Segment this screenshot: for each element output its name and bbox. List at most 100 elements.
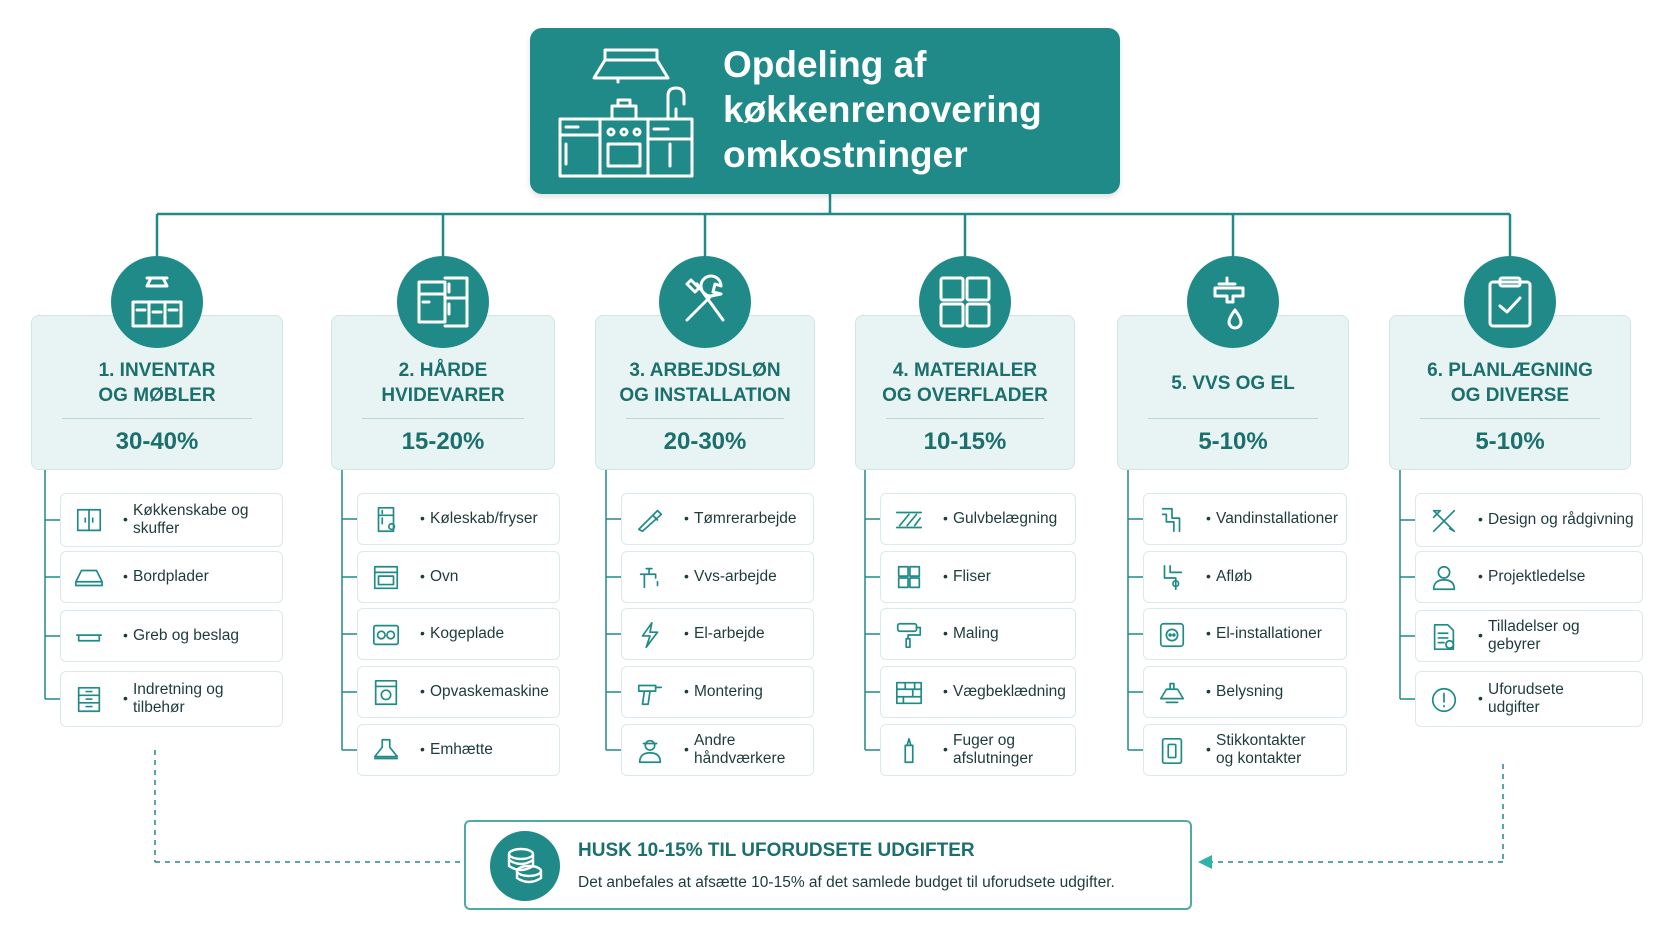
cost-item: • Vvs-arbejde: [621, 551, 814, 603]
bullet: •: [684, 625, 689, 641]
reminder-title: HUSK 10-15% TIL UFORUDSETE UDGIFTER: [578, 840, 975, 861]
cost-item: • Design og rådgivning: [1415, 493, 1643, 547]
tiles-icon: [919, 256, 1011, 348]
coins-icon: [490, 831, 560, 901]
title-box: Opdeling af køkkenrenovering omkostninge…: [530, 28, 1120, 194]
bricks-icon: [895, 681, 923, 705]
bullet: •: [943, 741, 948, 757]
category-title: 6. PLANLÆGNING OG DIVERSE: [1427, 360, 1593, 406]
cost-item: • Ovn: [357, 551, 560, 603]
cost-item-label: Opvaskemaskine: [430, 683, 549, 700]
cost-item: • Bordplader: [60, 551, 283, 603]
category-title: 1. INVENTAR OG MØBLER: [98, 360, 216, 406]
cost-item-label: Stikkontakter og kontakter: [1216, 732, 1306, 767]
tap-drop-icon: [1187, 256, 1279, 348]
dishwasher-icon: [374, 679, 398, 706]
category-divider: [1420, 418, 1600, 419]
category-title: 3. ARBEJDSLØN OG INSTALLATION: [619, 360, 791, 406]
cost-item-label: Gulvbelægning: [953, 510, 1058, 527]
appliances-icon: [397, 256, 489, 348]
tile-pattern-icon: [897, 565, 921, 589]
bullet: •: [943, 568, 948, 584]
pipe-icon: [1161, 507, 1181, 533]
cost-item-label: Bordplader: [133, 568, 209, 585]
outlet-icon: [1159, 622, 1185, 648]
cost-item-label: Maling: [953, 625, 999, 642]
bullet: •: [684, 568, 689, 584]
category-card: 4. MATERIALER OG OVERFLADER 10-15%: [855, 315, 1075, 470]
bullet: •: [1206, 568, 1211, 584]
cost-item: • Indretning og tilbehør: [60, 671, 283, 727]
tools-icon: [659, 256, 751, 348]
bullet: •: [1206, 741, 1211, 757]
bullet: •: [420, 568, 425, 584]
lightning-icon: [641, 621, 659, 649]
cost-item-label: Fliser: [953, 568, 991, 585]
design-tools-icon: [1432, 509, 1456, 533]
category-percentage: 5-10%: [1198, 428, 1268, 455]
cost-item: • Stikkontakter og kontakter: [1143, 724, 1347, 776]
cost-item-label: Andre håndværkere: [694, 732, 786, 767]
reminder-box: HUSK 10-15% TIL UFORUDSETE UDGIFTER Det …: [464, 820, 1192, 910]
cost-item-label: Design og rådgivning: [1488, 511, 1634, 528]
cost-item-label: Tømrerarbejde: [694, 510, 797, 527]
bullet: •: [1206, 683, 1211, 699]
bullet: •: [943, 683, 948, 699]
bullet: •: [1478, 511, 1483, 527]
category-percentage: 10-15%: [923, 428, 1007, 455]
category-divider: [626, 418, 784, 419]
cost-item: • Uforudsete udgifter: [1415, 671, 1643, 727]
cost-item: • Køleskab/fryser: [357, 493, 560, 545]
category-title: 4. MATERIALER OG OVERFLADER: [882, 360, 1048, 406]
bullet: •: [943, 510, 948, 526]
drain-icon: [1163, 564, 1183, 591]
category-divider: [1148, 418, 1318, 419]
oven-icon: [373, 565, 399, 590]
drill-icon: [637, 684, 663, 706]
cost-item: • Greb og beslag: [60, 610, 283, 662]
paint-roller-icon: [896, 622, 922, 649]
cost-item: • Projektledelse: [1415, 551, 1643, 603]
bullet: •: [684, 510, 689, 526]
cost-item: • Kogeplade: [357, 608, 560, 660]
document-icon: [1433, 623, 1455, 651]
cost-item-label: Ovn: [430, 568, 459, 585]
cost-item-label: Fuger og afslutninger: [953, 732, 1034, 767]
kitchen-icon: [111, 256, 203, 348]
bullet: •: [123, 568, 128, 584]
cabinet-icon: [76, 508, 102, 532]
category-percentage: 30-40%: [115, 428, 199, 455]
cost-item-label: El-installationer: [1216, 625, 1322, 642]
category-percentage: 5-10%: [1475, 428, 1545, 455]
cost-item-label: Kogeplade: [430, 625, 505, 642]
cost-item-label: Køleskab/fryser: [430, 510, 538, 527]
category-card: 2. HÅRDE HVIDEVARER 15-20%: [331, 315, 555, 470]
category-percentage: 20-30%: [663, 428, 747, 455]
faucet-icon: [639, 567, 659, 589]
fridge-icon: [377, 506, 396, 533]
hood-icon: [373, 738, 399, 760]
cost-item-label: Belysning: [1216, 683, 1284, 700]
reminder-text: Det anbefales at afsætte 10-15% af det s…: [578, 874, 1115, 891]
category-title: 2. HÅRDE HVIDEVARER: [381, 360, 505, 406]
bullet: •: [420, 741, 425, 757]
clipboard-icon: [1464, 256, 1556, 348]
cost-item-label: Tilladelser og gebyrer: [1488, 618, 1580, 653]
cost-item-label: Vvs-arbejde: [694, 568, 777, 585]
saw-icon: [637, 509, 663, 533]
handle-icon: [75, 634, 103, 642]
cost-item: • Opvaskemaskine: [357, 666, 560, 718]
bullet: •: [420, 683, 425, 699]
cost-item: • Tømrerarbejde: [621, 493, 814, 545]
bullet: •: [420, 625, 425, 641]
bullet: •: [420, 510, 425, 526]
cost-item: • Belysning: [1143, 666, 1347, 718]
page-title: Opdeling af køkkenrenovering omkostninge…: [723, 44, 1042, 175]
category-divider: [886, 418, 1044, 419]
cost-item-label: Vægbeklædning: [953, 683, 1066, 700]
caulk-icon: [904, 737, 914, 764]
cost-item: • Afløb: [1143, 551, 1347, 603]
cost-item-label: Vandinstallationer: [1216, 510, 1339, 527]
arrow-head-icon: [1198, 855, 1212, 869]
bullet: •: [943, 625, 948, 641]
